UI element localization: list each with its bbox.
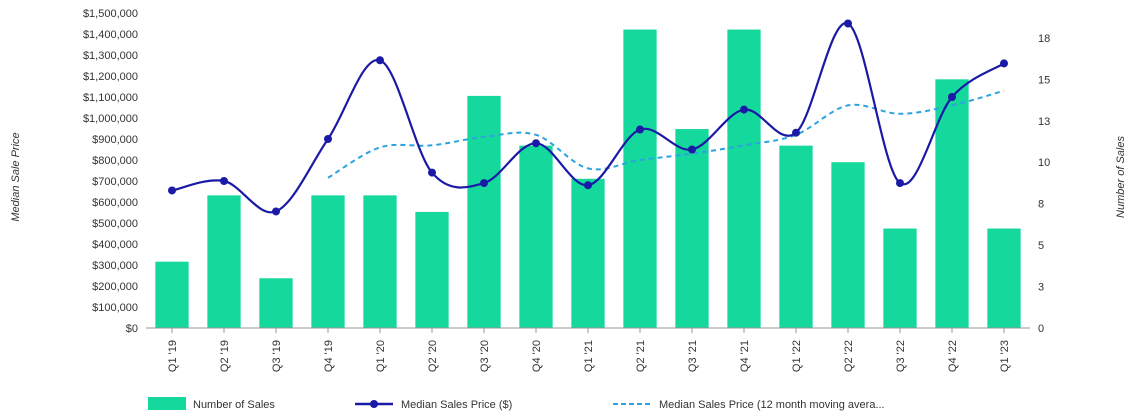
- y2-tick-label: 15: [1038, 74, 1050, 86]
- x-tick-label: Q2 '21: [635, 340, 647, 372]
- median-price-point: [844, 19, 852, 28]
- median-price-point: [428, 168, 436, 177]
- y-tick-label: $600,000: [92, 197, 138, 209]
- median-price-point: [740, 105, 748, 114]
- median-price-point: [1000, 59, 1008, 68]
- median-price-point: [584, 181, 592, 190]
- y-axis-title: Median Sale Price: [10, 132, 22, 221]
- x-tick-label: Q4 '19: [323, 340, 335, 372]
- bar: [779, 145, 813, 328]
- bar: [831, 162, 865, 328]
- median-price-point: [220, 177, 228, 185]
- bar: [259, 278, 293, 328]
- median-price-point: [272, 207, 280, 216]
- y-tick-label: $1,300,000: [83, 50, 138, 62]
- x-tick-label: Q1 '23: [999, 340, 1011, 372]
- y-tick-label: $1,400,000: [83, 29, 138, 41]
- legend-label-moving-avg: Median Sales Price (12 month moving aver…: [659, 399, 885, 411]
- y2-tick-label: 18: [1038, 33, 1050, 45]
- bar: [155, 261, 189, 328]
- median-price-point: [636, 125, 644, 134]
- y-tick-label: $1,000,000: [83, 113, 138, 125]
- y2-tick-label: 5: [1038, 240, 1044, 252]
- bar: [883, 228, 917, 328]
- y-tick-label: $1,100,000: [83, 92, 138, 104]
- x-tick-label: Q4 '22: [947, 340, 959, 372]
- y2-axis-title: Number of Sales: [1115, 136, 1127, 218]
- y2-tick-label: 10: [1038, 157, 1050, 169]
- y2-tick-label: 13: [1038, 116, 1050, 128]
- bar: [519, 145, 553, 328]
- lines-layer: [168, 19, 1008, 216]
- x-tick-label: Q3 '21: [687, 340, 699, 372]
- bar: [571, 178, 605, 328]
- legend-label-sales: Number of Sales: [193, 399, 275, 411]
- bar: [727, 29, 761, 328]
- median-price-point: [532, 139, 540, 148]
- x-tick-label: Q1 '21: [583, 340, 595, 372]
- y-tick-label: $300,000: [92, 260, 138, 272]
- median-price-point: [376, 56, 384, 65]
- x-tick-label: Q2 '22: [843, 340, 855, 372]
- x-tick-label: Q4 '20: [531, 340, 543, 372]
- x-tick-label: Q1 '22: [791, 340, 803, 372]
- x-tick-label: Q3 '20: [479, 340, 491, 372]
- y2-tick-label: 3: [1038, 282, 1044, 294]
- median-price-point: [792, 128, 800, 137]
- bar: [207, 195, 241, 328]
- bar: [311, 195, 345, 328]
- x-tick-label: Q3 '19: [271, 340, 283, 372]
- x-tick-label: Q1 '19: [167, 340, 179, 372]
- y-tick-label: $0: [126, 323, 138, 335]
- legend: Number of Sales Median Sales Price ($) M…: [148, 397, 885, 411]
- y-tick-label: $900,000: [92, 134, 138, 146]
- y-tick-label: $500,000: [92, 218, 138, 230]
- y2-tick-label: 8: [1038, 199, 1044, 211]
- y-tick-label: $100,000: [92, 302, 138, 314]
- x-tick-label: Q1 '20: [375, 340, 387, 372]
- moving-average-line: [327, 89, 1005, 179]
- bar: [623, 29, 657, 328]
- bar: [935, 79, 969, 328]
- y-tick-label: $800,000: [92, 155, 138, 167]
- bar: [987, 228, 1021, 328]
- median-price-point: [324, 135, 332, 143]
- y-tick-label: $1,200,000: [83, 71, 138, 83]
- y2-tick-label: 0: [1038, 323, 1044, 335]
- bar: [363, 195, 397, 328]
- median-price-point: [688, 145, 696, 154]
- axes-layer: $0 $100,000 $200,000 $300,000 $400,000 $500,0…: [83, 8, 1050, 372]
- median-price-point: [480, 179, 488, 188]
- bar: [415, 211, 449, 328]
- legend-label-median: Median Sales Price ($): [401, 399, 512, 411]
- legend-swatch-sales: [148, 397, 186, 410]
- y-tick-label: $200,000: [92, 281, 138, 293]
- median-price-point: [168, 186, 176, 195]
- x-tick-label: Q2 '20: [427, 340, 439, 372]
- median-price-point: [896, 179, 904, 188]
- y-tick-label: $400,000: [92, 239, 138, 251]
- x-tick-label: Q4 '21: [739, 340, 751, 372]
- y-tick-label: $700,000: [92, 176, 138, 188]
- bars-layer: [155, 29, 1021, 328]
- bar: [467, 95, 501, 328]
- median-price-point: [948, 93, 956, 101]
- x-tick-label: Q2 '19: [219, 340, 231, 372]
- y-tick-label: $1,500,000: [83, 8, 138, 20]
- legend-marker-median: [370, 400, 378, 408]
- x-tick-label: Q3 '22: [895, 340, 907, 372]
- bar: [675, 129, 709, 328]
